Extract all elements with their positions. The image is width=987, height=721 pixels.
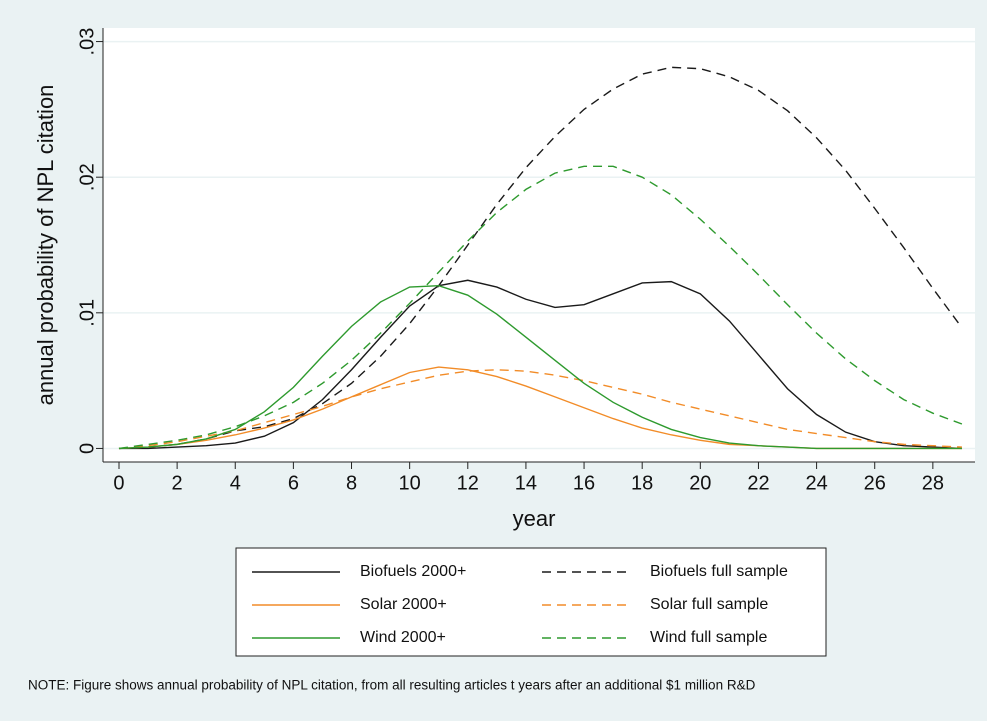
y-tick-label: .02: [76, 163, 98, 191]
series-line: [118, 165, 963, 450]
legend-label: Wind full sample: [650, 629, 767, 646]
x-axis-title: year: [513, 506, 556, 531]
x-tick-label: 2: [172, 472, 183, 494]
x-tick-label: 14: [515, 472, 537, 494]
x-tick-label: 20: [689, 472, 711, 494]
legend-label: Solar 2000+: [360, 596, 447, 613]
x-tick-label: 8: [346, 472, 357, 494]
plot-area: [103, 28, 975, 462]
x-tick-label: 4: [230, 472, 241, 494]
x-tick-label: 16: [573, 472, 595, 494]
y-tick-label: .03: [76, 28, 98, 56]
x-tick-label: 24: [805, 472, 827, 494]
x-tick-label: 22: [747, 472, 769, 494]
note: NOTE: Figure shows annual probability of…: [28, 678, 756, 693]
y-tick-label: 0: [76, 443, 98, 454]
legend-label: Biofuels full sample: [650, 563, 788, 580]
y-tick-label: .01: [76, 299, 98, 327]
x-tick-label: 18: [631, 472, 653, 494]
series-line: [118, 284, 962, 450]
legend-label: Solar full sample: [650, 596, 768, 613]
x-tick-label: 12: [457, 472, 479, 494]
x-tick-label: 26: [864, 472, 886, 494]
legend-label: Wind 2000+: [360, 629, 446, 646]
x-tick-label: 28: [922, 472, 944, 494]
y-axis-title: annual probability of NPL citation: [33, 85, 58, 406]
series-line: [118, 279, 962, 450]
series-line: [118, 66, 963, 450]
x-tick-label: 10: [399, 472, 421, 494]
legend-label: Biofuels 2000+: [360, 563, 466, 580]
x-tick-label: 0: [113, 472, 124, 494]
x-tick-label: 6: [288, 472, 299, 494]
series-line: [118, 369, 962, 450]
